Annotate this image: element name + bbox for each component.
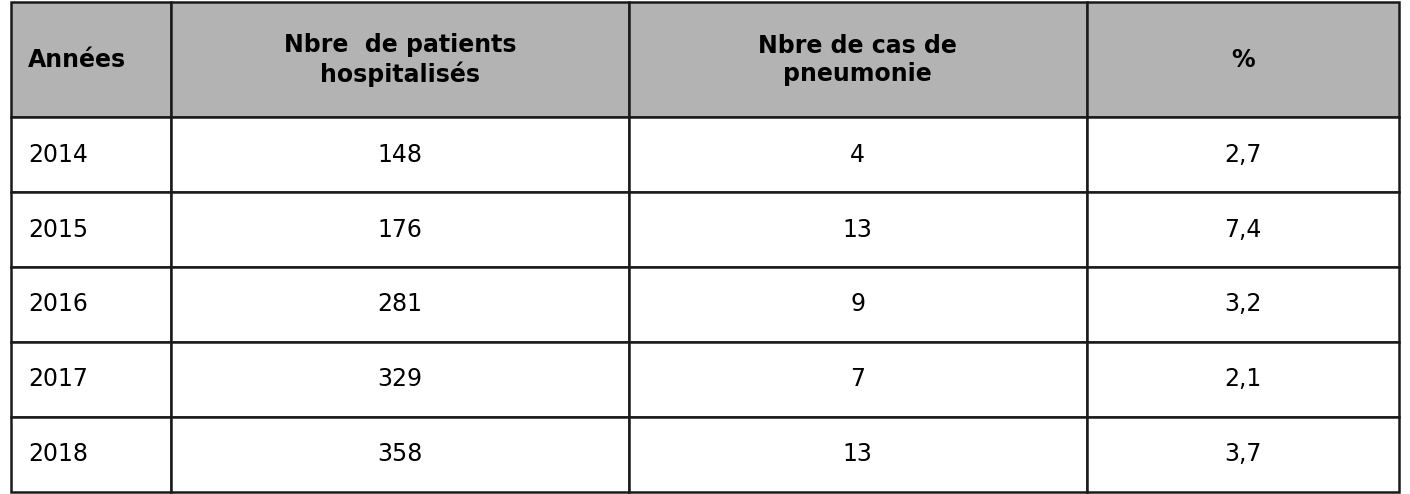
Bar: [1087, 2, 1399, 118]
Bar: [1087, 342, 1399, 417]
Text: Nbre  de patients
hospitalisés: Nbre de patients hospitalisés: [283, 33, 516, 87]
Bar: [11, 342, 171, 417]
Text: 3,2: 3,2: [1224, 292, 1262, 317]
Bar: [1087, 417, 1399, 492]
Bar: [1087, 267, 1399, 342]
Bar: [629, 192, 1087, 267]
Text: 7,4: 7,4: [1224, 218, 1262, 242]
Text: 2015: 2015: [28, 218, 89, 242]
Text: 2014: 2014: [28, 143, 87, 167]
Bar: [1087, 192, 1399, 267]
Bar: [171, 417, 629, 492]
Text: 9: 9: [850, 292, 866, 317]
Bar: [171, 118, 629, 192]
Text: 358: 358: [376, 442, 423, 466]
Bar: [629, 118, 1087, 192]
Text: 2,7: 2,7: [1224, 143, 1262, 167]
Text: 2016: 2016: [28, 292, 87, 317]
Bar: [171, 342, 629, 417]
Bar: [11, 118, 171, 192]
Text: 176: 176: [378, 218, 422, 242]
Text: 13: 13: [843, 218, 873, 242]
Text: 2017: 2017: [28, 368, 87, 391]
Text: 148: 148: [378, 143, 422, 167]
Text: 13: 13: [843, 442, 873, 466]
Bar: [11, 192, 171, 267]
Text: %: %: [1231, 48, 1255, 72]
Bar: [1087, 118, 1399, 192]
Bar: [171, 267, 629, 342]
Bar: [171, 192, 629, 267]
Text: 329: 329: [378, 368, 422, 391]
Bar: [171, 2, 629, 118]
Bar: [11, 417, 171, 492]
Text: 7: 7: [850, 368, 866, 391]
Bar: [629, 267, 1087, 342]
Bar: [629, 342, 1087, 417]
Text: Nbre de cas de
pneumonie: Nbre de cas de pneumonie: [759, 34, 957, 86]
Text: 3,7: 3,7: [1224, 442, 1262, 466]
Bar: [11, 267, 171, 342]
Bar: [629, 2, 1087, 118]
Bar: [629, 417, 1087, 492]
Text: 2,1: 2,1: [1224, 368, 1262, 391]
Bar: [11, 2, 171, 118]
Text: 4: 4: [850, 143, 866, 167]
Text: Années: Années: [28, 48, 127, 72]
Text: 281: 281: [378, 292, 422, 317]
Text: 2018: 2018: [28, 442, 89, 466]
